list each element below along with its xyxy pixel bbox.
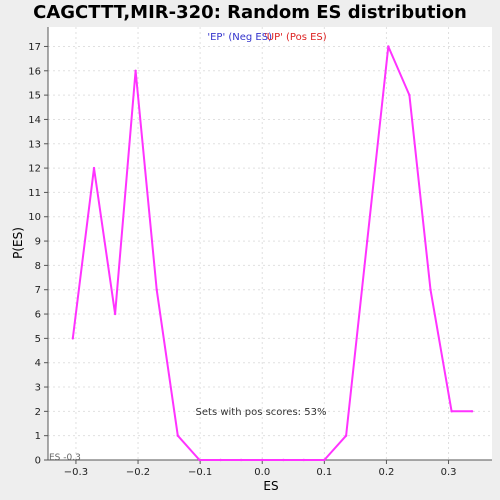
y-tick-label: 16: [28, 66, 41, 77]
x-tick-label: 0.1: [316, 467, 332, 478]
y-tick-label: 11: [28, 188, 41, 199]
y-tick-label: 5: [35, 334, 41, 345]
data-point: [366, 239, 369, 243]
x-axis-label: ES: [263, 479, 278, 493]
y-tick-label: 13: [28, 139, 41, 150]
y-tick-label: 0: [35, 456, 41, 467]
x-tick-label: −0.1: [188, 467, 212, 478]
series-line: [71, 45, 473, 461]
y-tick-label: 2: [35, 407, 41, 418]
legend-pos-label: 'UP' (Pos ES): [264, 32, 327, 43]
data-point: [134, 69, 137, 73]
y-tick-label: 8: [35, 261, 41, 272]
x-tick-label: −0.3: [64, 467, 88, 478]
data-point: [261, 458, 264, 462]
data-point: [344, 434, 348, 437]
y-tick-label: 9: [35, 237, 41, 248]
corner-es-label: ES -0.3: [49, 453, 81, 463]
pos-scores-annotation: Sets with pos scores: 53%: [196, 407, 327, 418]
y-tick-label: 6: [35, 310, 41, 321]
y-tick-label: 17: [28, 42, 41, 53]
chart-title: CAGCTTT,MIR-320: Random ES distribution: [33, 2, 467, 23]
x-tick-label: −0.2: [126, 467, 150, 478]
legend-neg-label: 'EP' (Neg ES): [207, 32, 272, 43]
data-point: [387, 45, 390, 48]
data-point: [113, 312, 117, 316]
y-tick-label: 12: [28, 164, 41, 175]
x-tick-label: 0.0: [254, 467, 270, 478]
data-point: [470, 410, 474, 413]
data-point: [239, 458, 243, 462]
data-point: [429, 288, 432, 291]
data-point: [323, 458, 326, 462]
data-point: [176, 434, 179, 437]
series-group: [71, 45, 474, 462]
data-point: [198, 458, 201, 462]
data-point: [450, 410, 453, 413]
y-tick-label: 3: [35, 383, 41, 394]
data-point: [155, 288, 158, 291]
data-point: [302, 458, 305, 462]
data-point: [92, 166, 96, 170]
data-point: [71, 337, 75, 340]
y-tick-label: 4: [35, 358, 41, 369]
data-point: [282, 458, 285, 462]
data-point: [408, 93, 411, 97]
data-point: [219, 458, 222, 462]
y-tick-label: 14: [28, 115, 41, 126]
x-tick-label: 0.2: [378, 467, 394, 478]
y-tick-label: 7: [35, 285, 41, 296]
y-tick-label: 1: [35, 431, 41, 442]
grid: [48, 27, 492, 461]
y-tick-label: 10: [28, 212, 41, 223]
x-tick-label: 0.3: [441, 467, 457, 478]
y-tick-label: 15: [28, 91, 41, 102]
y-axis-label: P(ES): [11, 227, 25, 259]
